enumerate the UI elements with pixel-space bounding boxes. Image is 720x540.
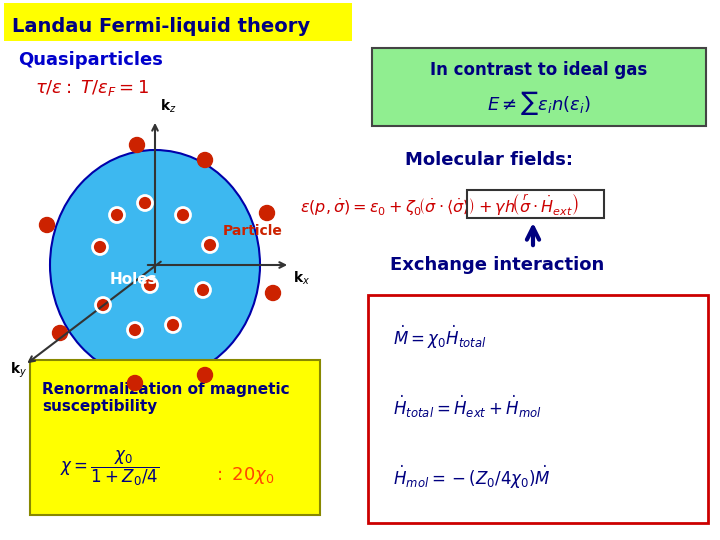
Circle shape (127, 322, 143, 338)
Circle shape (130, 138, 145, 152)
Text: $E \neq \sum\varepsilon_i n(\varepsilon_i)$: $E \neq \sum\varepsilon_i n(\varepsilon_… (487, 89, 591, 117)
Text: Molecular fields:: Molecular fields: (405, 151, 573, 169)
Circle shape (176, 207, 191, 222)
Circle shape (166, 318, 181, 333)
Text: $:\ 20\chi_0$: $:\ 20\chi_0$ (213, 464, 275, 485)
Circle shape (109, 207, 125, 222)
Circle shape (143, 278, 158, 293)
Text: $\dot{H}_{mol} = -(Z_0/4\chi_0)\dot{M}$: $\dot{H}_{mol} = -(Z_0/4\chi_0)\dot{M}$ (393, 463, 551, 490)
Circle shape (266, 286, 281, 300)
Text: $\mathbf{k}_x$: $\mathbf{k}_x$ (293, 270, 310, 287)
Circle shape (127, 375, 143, 390)
Bar (30, 360, 320, 515)
Text: Renormalization of magnetic
susceptibility: Renormalization of magnetic susceptibili… (42, 382, 289, 414)
Text: $\dot{M} = \chi_0\dot{H}_{total}$: $\dot{M} = \chi_0\dot{H}_{total}$ (393, 323, 487, 350)
Text: $\chi = \dfrac{\chi_0}{1+Z_0/4}$: $\chi = \dfrac{\chi_0}{1+Z_0/4}$ (60, 448, 159, 488)
Circle shape (196, 282, 210, 298)
Text: In contrast to ideal gas: In contrast to ideal gas (431, 61, 647, 79)
Circle shape (40, 218, 55, 233)
Circle shape (96, 298, 110, 313)
Circle shape (53, 326, 68, 341)
Circle shape (138, 195, 153, 211)
Circle shape (197, 152, 212, 167)
Bar (372, 48, 706, 126)
Bar (368, 295, 708, 523)
Circle shape (92, 240, 107, 254)
Text: Holes: Holes (109, 273, 157, 287)
Text: $\tau/\varepsilon :\ T/\varepsilon_F = 1$: $\tau/\varepsilon :\ T/\varepsilon_F = 1… (35, 78, 149, 98)
Text: $\mathbf{k}_z$: $\mathbf{k}_z$ (160, 98, 176, 115)
Circle shape (202, 238, 217, 253)
Text: $\varepsilon(p,\dot{\sigma})= \varepsilon_0 + \zeta_0\!\left(\dot{\sigma}\cdot\l: $\varepsilon(p,\dot{\sigma})= \varepsilo… (300, 192, 579, 218)
Circle shape (259, 206, 274, 220)
Text: Quasiparticles: Quasiparticles (18, 51, 163, 69)
Bar (467, 190, 604, 218)
Text: Exchange interaction: Exchange interaction (390, 256, 604, 274)
Text: $\dot{H}_{total} = \dot{H}_{ext} + \dot{H}_{mol}$: $\dot{H}_{total} = \dot{H}_{ext} + \dot{… (393, 394, 541, 420)
Text: Landau Fermi-liquid theory: Landau Fermi-liquid theory (12, 17, 310, 36)
Bar (4, 3, 352, 41)
Ellipse shape (50, 150, 260, 380)
Text: $\mathbf{k}_y$: $\mathbf{k}_y$ (10, 360, 27, 380)
Text: Particle: Particle (223, 224, 283, 238)
Circle shape (197, 368, 212, 382)
